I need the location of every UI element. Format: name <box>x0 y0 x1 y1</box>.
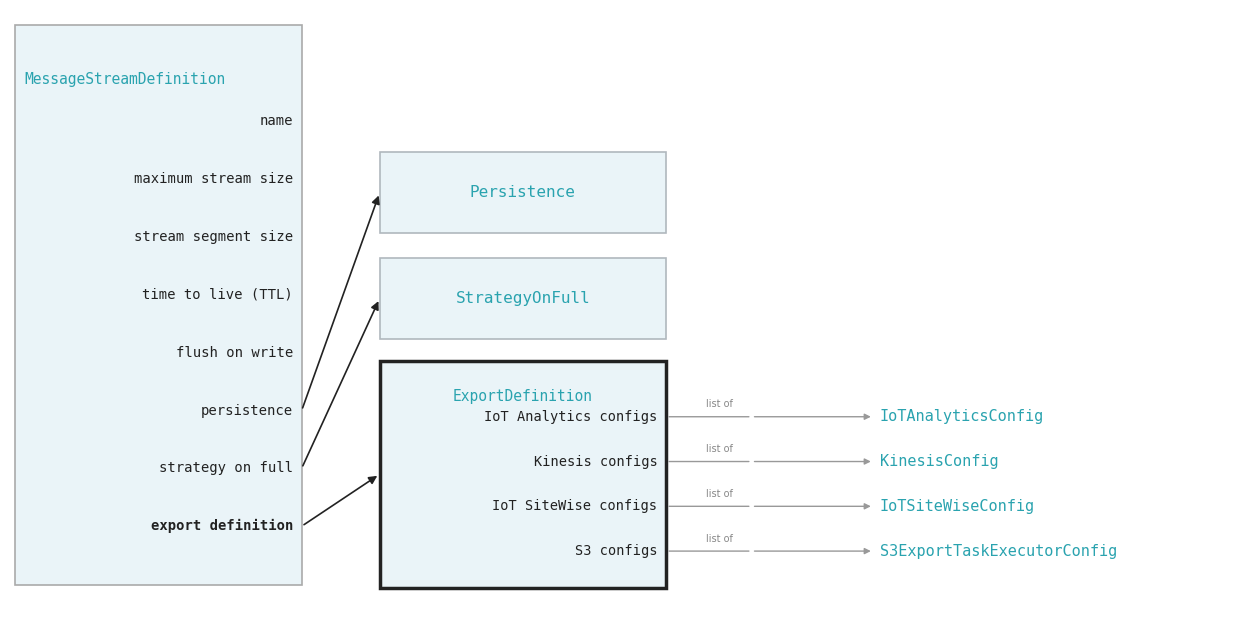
FancyBboxPatch shape <box>380 361 666 588</box>
Text: Kinesis configs: Kinesis configs <box>534 455 657 468</box>
Text: flush on write: flush on write <box>176 346 293 360</box>
FancyBboxPatch shape <box>380 152 666 233</box>
Text: list of: list of <box>706 399 733 409</box>
Text: IoTSiteWiseConfig: IoTSiteWiseConfig <box>880 499 1035 514</box>
Text: ExportDefinition: ExportDefinition <box>453 389 593 404</box>
Text: export definition: export definition <box>151 519 293 533</box>
Text: list of: list of <box>706 534 733 544</box>
Text: persistence: persistence <box>201 404 293 417</box>
Text: IoT SiteWise configs: IoT SiteWise configs <box>493 499 657 513</box>
Text: name: name <box>259 114 293 128</box>
Text: maximum stream size: maximum stream size <box>133 172 293 186</box>
Text: KinesisConfig: KinesisConfig <box>880 454 998 469</box>
Text: list of: list of <box>706 489 733 499</box>
Text: StrategyOnFull: StrategyOnFull <box>455 291 591 306</box>
Text: MessageStreamDefinition: MessageStreamDefinition <box>24 72 225 86</box>
Text: IoTAnalyticsConfig: IoTAnalyticsConfig <box>880 409 1045 424</box>
FancyBboxPatch shape <box>15 25 302 585</box>
Text: time to live (TTL): time to live (TTL) <box>142 288 293 302</box>
Text: strategy on full: strategy on full <box>158 462 293 475</box>
Text: IoT Analytics configs: IoT Analytics configs <box>484 410 657 424</box>
Text: S3 configs: S3 configs <box>574 544 657 558</box>
Text: stream segment size: stream segment size <box>133 230 293 244</box>
Text: S3ExportTaskExecutorConfig: S3ExportTaskExecutorConfig <box>880 544 1117 559</box>
Text: Persistence: Persistence <box>470 185 576 200</box>
FancyBboxPatch shape <box>380 258 666 339</box>
Text: list of: list of <box>706 444 733 454</box>
